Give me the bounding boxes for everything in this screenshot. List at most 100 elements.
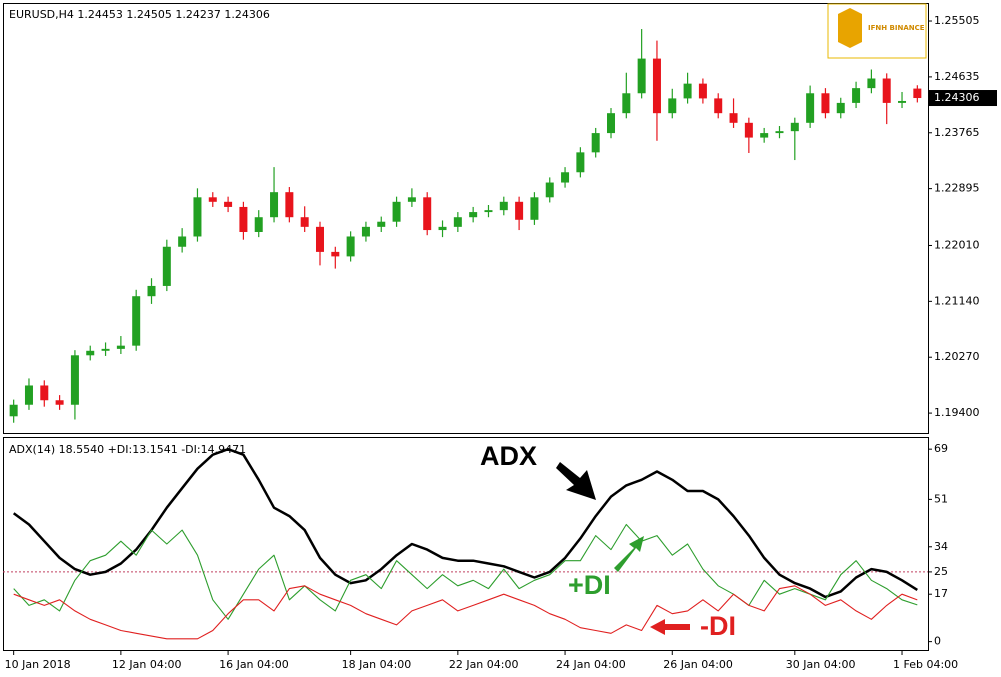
y-tick-label: 25 xyxy=(934,565,948,578)
last-price-label: 1.24306 xyxy=(934,91,980,104)
candle-body xyxy=(162,246,171,286)
y-tick-label: 1.20270 xyxy=(934,350,980,363)
candle-body xyxy=(224,201,233,207)
candle-body xyxy=(86,350,95,356)
adx-panel xyxy=(3,437,929,651)
y-tick-label: 0 xyxy=(934,635,941,648)
y-tick-label: 1.21140 xyxy=(934,294,980,307)
candle-body xyxy=(515,201,524,220)
y-tick-label: 1.22010 xyxy=(934,238,980,251)
adx-title: ADX(14) 18.5540 +DI:13.1541 -DI:14.9471 xyxy=(9,443,246,456)
candle-body xyxy=(315,226,324,252)
candle-body xyxy=(913,88,922,99)
x-tick-label: 10 Jan 2018 xyxy=(5,658,71,671)
candle-body xyxy=(591,133,600,153)
x-tick-label: 1 Feb 04:00 xyxy=(893,658,958,671)
candle-body xyxy=(285,192,294,218)
candle-body xyxy=(377,221,386,227)
candle-body xyxy=(652,58,661,114)
candle-body xyxy=(898,100,907,103)
candle-body xyxy=(147,285,156,297)
candle-body xyxy=(361,226,370,237)
y-tick-label: 1.23765 xyxy=(934,126,980,139)
candle-body xyxy=(668,98,677,114)
candle-body xyxy=(484,210,493,213)
mdi-annotation: -DI xyxy=(700,611,736,641)
candle-body xyxy=(116,345,125,349)
candle-body xyxy=(760,133,769,138)
candle-body xyxy=(561,172,570,183)
x-tick-label: 26 Jan 04:00 xyxy=(663,658,733,671)
adx-annotation: ADX xyxy=(480,441,537,471)
candle-body xyxy=(576,152,585,173)
x-tick-label: 12 Jan 04:00 xyxy=(112,658,182,671)
y-tick-label: 1.22895 xyxy=(934,182,980,195)
pdi-arrow xyxy=(614,536,644,572)
y-tick-label: 1.24635 xyxy=(934,70,980,83)
x-tick-label: 24 Jan 04:00 xyxy=(556,658,626,671)
candle-body xyxy=(40,385,49,401)
logo-text: IFNH BINANCE xyxy=(868,24,925,32)
y-tick-label: 1.19400 xyxy=(934,406,980,419)
candle-body xyxy=(178,236,187,247)
candle-body xyxy=(9,404,18,417)
candle-body xyxy=(469,212,478,218)
candle-body xyxy=(132,296,141,346)
series-line xyxy=(13,585,918,640)
candle-body xyxy=(775,131,784,134)
y-tick-label: 69 xyxy=(934,442,948,455)
candle-body xyxy=(499,201,508,211)
candle-body xyxy=(331,251,340,257)
candle-body xyxy=(208,197,217,202)
adx-arrow xyxy=(556,462,596,500)
candle-body xyxy=(622,93,631,114)
candle-body xyxy=(852,88,861,103)
candle-body xyxy=(407,197,416,202)
y-tick-label: 1.25505 xyxy=(934,14,980,27)
logo-icon xyxy=(838,8,862,48)
y-tick-label: 17 xyxy=(934,587,948,600)
candle-body xyxy=(270,192,279,218)
x-tick-label: 16 Jan 04:00 xyxy=(219,658,289,671)
candle-body xyxy=(545,182,554,198)
candle-body xyxy=(714,98,723,114)
candle-body xyxy=(300,217,309,227)
candle-body xyxy=(729,113,738,123)
y-tick-label: 51 xyxy=(934,492,948,505)
pdi-annotation: +DI xyxy=(568,570,611,600)
candle-body xyxy=(821,93,830,114)
mdi-arrow xyxy=(650,619,690,635)
candle-body xyxy=(101,348,110,351)
price-title: EURUSD,H4 1.24453 1.24505 1.24237 1.2430… xyxy=(9,8,270,21)
candle-body xyxy=(55,400,64,405)
candle-body xyxy=(346,236,355,257)
y-tick-label: 34 xyxy=(934,540,948,553)
candle-body xyxy=(423,197,432,231)
candle-body xyxy=(790,122,799,132)
x-tick-label: 22 Jan 04:00 xyxy=(449,658,519,671)
candle-body xyxy=(254,217,263,232)
candle-body xyxy=(882,78,891,103)
candle-body xyxy=(806,93,815,123)
series-line xyxy=(12,447,918,599)
series-line xyxy=(13,523,918,620)
candle-body xyxy=(836,102,845,114)
candle-body xyxy=(70,355,79,405)
candle-body xyxy=(193,197,202,237)
candle-body xyxy=(530,197,539,220)
candle-body xyxy=(867,78,876,89)
candle-body xyxy=(698,83,707,99)
candle-body xyxy=(453,217,462,227)
last-price-box xyxy=(929,90,997,107)
candle-body xyxy=(239,206,248,232)
x-tick-label: 30 Jan 04:00 xyxy=(786,658,856,671)
candle-body xyxy=(438,226,447,231)
candle-body xyxy=(683,83,692,99)
candle-body xyxy=(392,201,401,222)
x-tick-label: 18 Jan 04:00 xyxy=(342,658,412,671)
logo: IFNH BINANCE xyxy=(827,3,927,59)
candle-body xyxy=(607,113,616,134)
price-panel xyxy=(3,3,929,434)
candle-body xyxy=(637,58,646,94)
